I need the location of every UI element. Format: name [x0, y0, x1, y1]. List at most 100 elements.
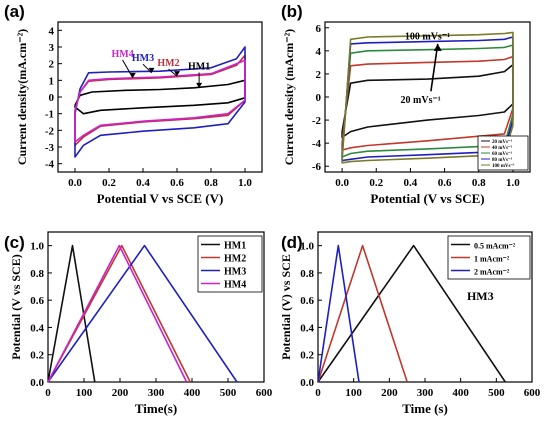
annotation-arrowhead-a: [129, 72, 136, 78]
x-tick-label-b: 0.6: [438, 177, 452, 189]
legend-entry-c: HM2: [224, 254, 246, 265]
x-tick-label-c: 500: [220, 387, 237, 399]
y-tick-label-b: 4: [316, 46, 322, 58]
legend-entry-d: 2 mAcm⁻²: [474, 268, 510, 277]
y-tick-label-a: 3: [49, 42, 55, 54]
scan-rate-arrowhead: [433, 43, 442, 51]
y-tick-label-c: 0.8: [30, 268, 44, 280]
y-tick-label-a: -1: [45, 109, 54, 121]
x-tick-label-b: 1.0: [506, 177, 520, 189]
y-tick-label-c: 0.0: [30, 377, 44, 389]
legend-entry-d: 1 mAcm⁻²: [474, 255, 510, 264]
y-tick-label-a: 1: [49, 75, 55, 87]
x-tick-label-a: 0.4: [136, 177, 150, 189]
y-tick-label-c: 0.2: [30, 350, 44, 362]
x-axis-label-a: Potential V vs SCE (V): [97, 191, 224, 206]
x-tick-label-d: 600: [524, 387, 541, 399]
y-axis-label-b: Current density (mAcm⁻²): [282, 29, 296, 165]
annotation-arrow-a: [142, 63, 152, 74]
annotation-b: 100 mVs⁻¹: [405, 31, 450, 42]
panel-b-letter: (b): [281, 2, 303, 21]
y-tick-label-c: 0.6: [30, 295, 44, 307]
annotation-arrowhead-a: [196, 82, 203, 88]
annotation-a: HM4: [111, 49, 133, 60]
x-axis-label-c: Time(s): [135, 401, 177, 416]
annotation-a: HM3: [132, 53, 154, 64]
x-tick-label-b: 0.2: [369, 177, 383, 189]
legend-entry-c: HM3: [224, 267, 246, 278]
annotation-d: HM3: [467, 289, 494, 303]
x-tick-label-c: 100: [76, 387, 93, 399]
y-axis-label-d: Potential (V) vs SCE: [279, 254, 293, 360]
series-line-d-2 mAcm⁻²: [317, 244, 360, 383]
annotation-arrowhead-a: [174, 71, 180, 77]
x-axis-label-d: Time (s): [402, 401, 448, 416]
y-tick-label-a: 4: [49, 25, 55, 37]
series-line-c-HM4: [47, 244, 188, 383]
x-tick-label-c: 200: [112, 387, 129, 399]
scan-rate-arrow: [430, 43, 439, 92]
series-line-a-HM4: [74, 59, 246, 143]
x-tick-label-d: 500: [488, 387, 505, 399]
legend-entry-b: 20 mVs⁻¹: [492, 139, 513, 145]
y-axis-label-c: Potential (V vs SCE): [9, 254, 23, 359]
annotation-a: HM1: [188, 62, 210, 73]
x-tick-label-d: 300: [417, 387, 434, 399]
y-tick-label-b: 0: [316, 92, 322, 104]
legend-box-d: [447, 235, 531, 280]
series-line-c-HM3: [47, 244, 238, 383]
series-line-d-0.5 mAcm⁻²: [317, 244, 506, 383]
legend-entry-d: 0.5 mAcm⁻²: [474, 242, 516, 251]
x-tick-label-a: 0.2: [102, 177, 116, 189]
y-tick-label-d: 0.8: [300, 268, 314, 280]
x-tick-label-c: 0: [45, 387, 51, 399]
series-line-d-1 mAcm⁻²: [317, 244, 408, 383]
x-tick-label-a: 0.0: [68, 177, 82, 189]
y-tick-label-a: -2: [45, 125, 55, 137]
x-tick-label-c: 600: [256, 387, 273, 399]
y-tick-label-d: 1.0: [300, 241, 314, 253]
legend-entry-c: HM4: [224, 280, 246, 291]
annotation-arrowhead-a: [148, 67, 155, 73]
series-line-b-100 mVs⁻¹: [341, 31, 514, 164]
y-tick-label-b: 6: [316, 23, 322, 35]
legend-entry-c: HM1: [224, 241, 246, 252]
y-tick-label-a: -4: [45, 159, 55, 171]
y-axis-label-a: Current density(mA.cm⁻²): [15, 29, 29, 165]
x-tick-label-d: 200: [381, 387, 398, 399]
series-line-c-HM1: [47, 244, 96, 383]
y-tick-label-b: -4: [312, 138, 322, 150]
legend-box-c: [197, 235, 263, 293]
y-tick-label-d: 0.4: [300, 322, 314, 334]
x-tick-label-d: 400: [452, 387, 469, 399]
panel-a-letter: (a): [4, 2, 25, 21]
x-tick-label-c: 400: [184, 387, 201, 399]
x-tick-label-a: 0.8: [204, 177, 218, 189]
y-tick-label-d: 0.2: [300, 350, 314, 362]
panel-c-letter: (c): [4, 233, 25, 252]
annotation-a: HM2: [157, 58, 179, 69]
x-tick-label-c: 300: [148, 387, 165, 399]
x-tick-label-a: 1.0: [238, 177, 252, 189]
panel-d-letter: (d): [281, 233, 303, 252]
legend-entry-b: 60 mVs⁻¹: [492, 151, 513, 157]
x-tick-label-b: 0.0: [335, 177, 349, 189]
legend-entry-b: 80 mVs⁻¹: [492, 157, 513, 163]
plot-frame-a: [57, 21, 263, 173]
y-tick-label-a: 0: [49, 92, 55, 104]
x-tick-label-b: 0.4: [404, 177, 418, 189]
x-tick-label-d: 0: [315, 387, 321, 399]
y-tick-label-d: 0.6: [300, 295, 314, 307]
x-tick-label-d: 100: [345, 387, 362, 399]
legend-entry-b: 40 mVs⁻¹: [492, 145, 513, 151]
y-tick-label-b: -2: [312, 115, 322, 127]
series-line-a-HM1: [74, 79, 246, 115]
y-tick-label-c: 1.0: [30, 241, 44, 253]
legend-entry-b: 100 mVs⁻¹: [492, 163, 515, 169]
y-tick-label-c: 0.4: [30, 322, 44, 334]
x-tick-label-a: 0.6: [170, 177, 184, 189]
x-axis-label-b: Potential (V vs SCE): [370, 191, 484, 206]
y-tick-label-b: -6: [312, 161, 322, 173]
y-tick-label-a: -3: [45, 142, 55, 154]
